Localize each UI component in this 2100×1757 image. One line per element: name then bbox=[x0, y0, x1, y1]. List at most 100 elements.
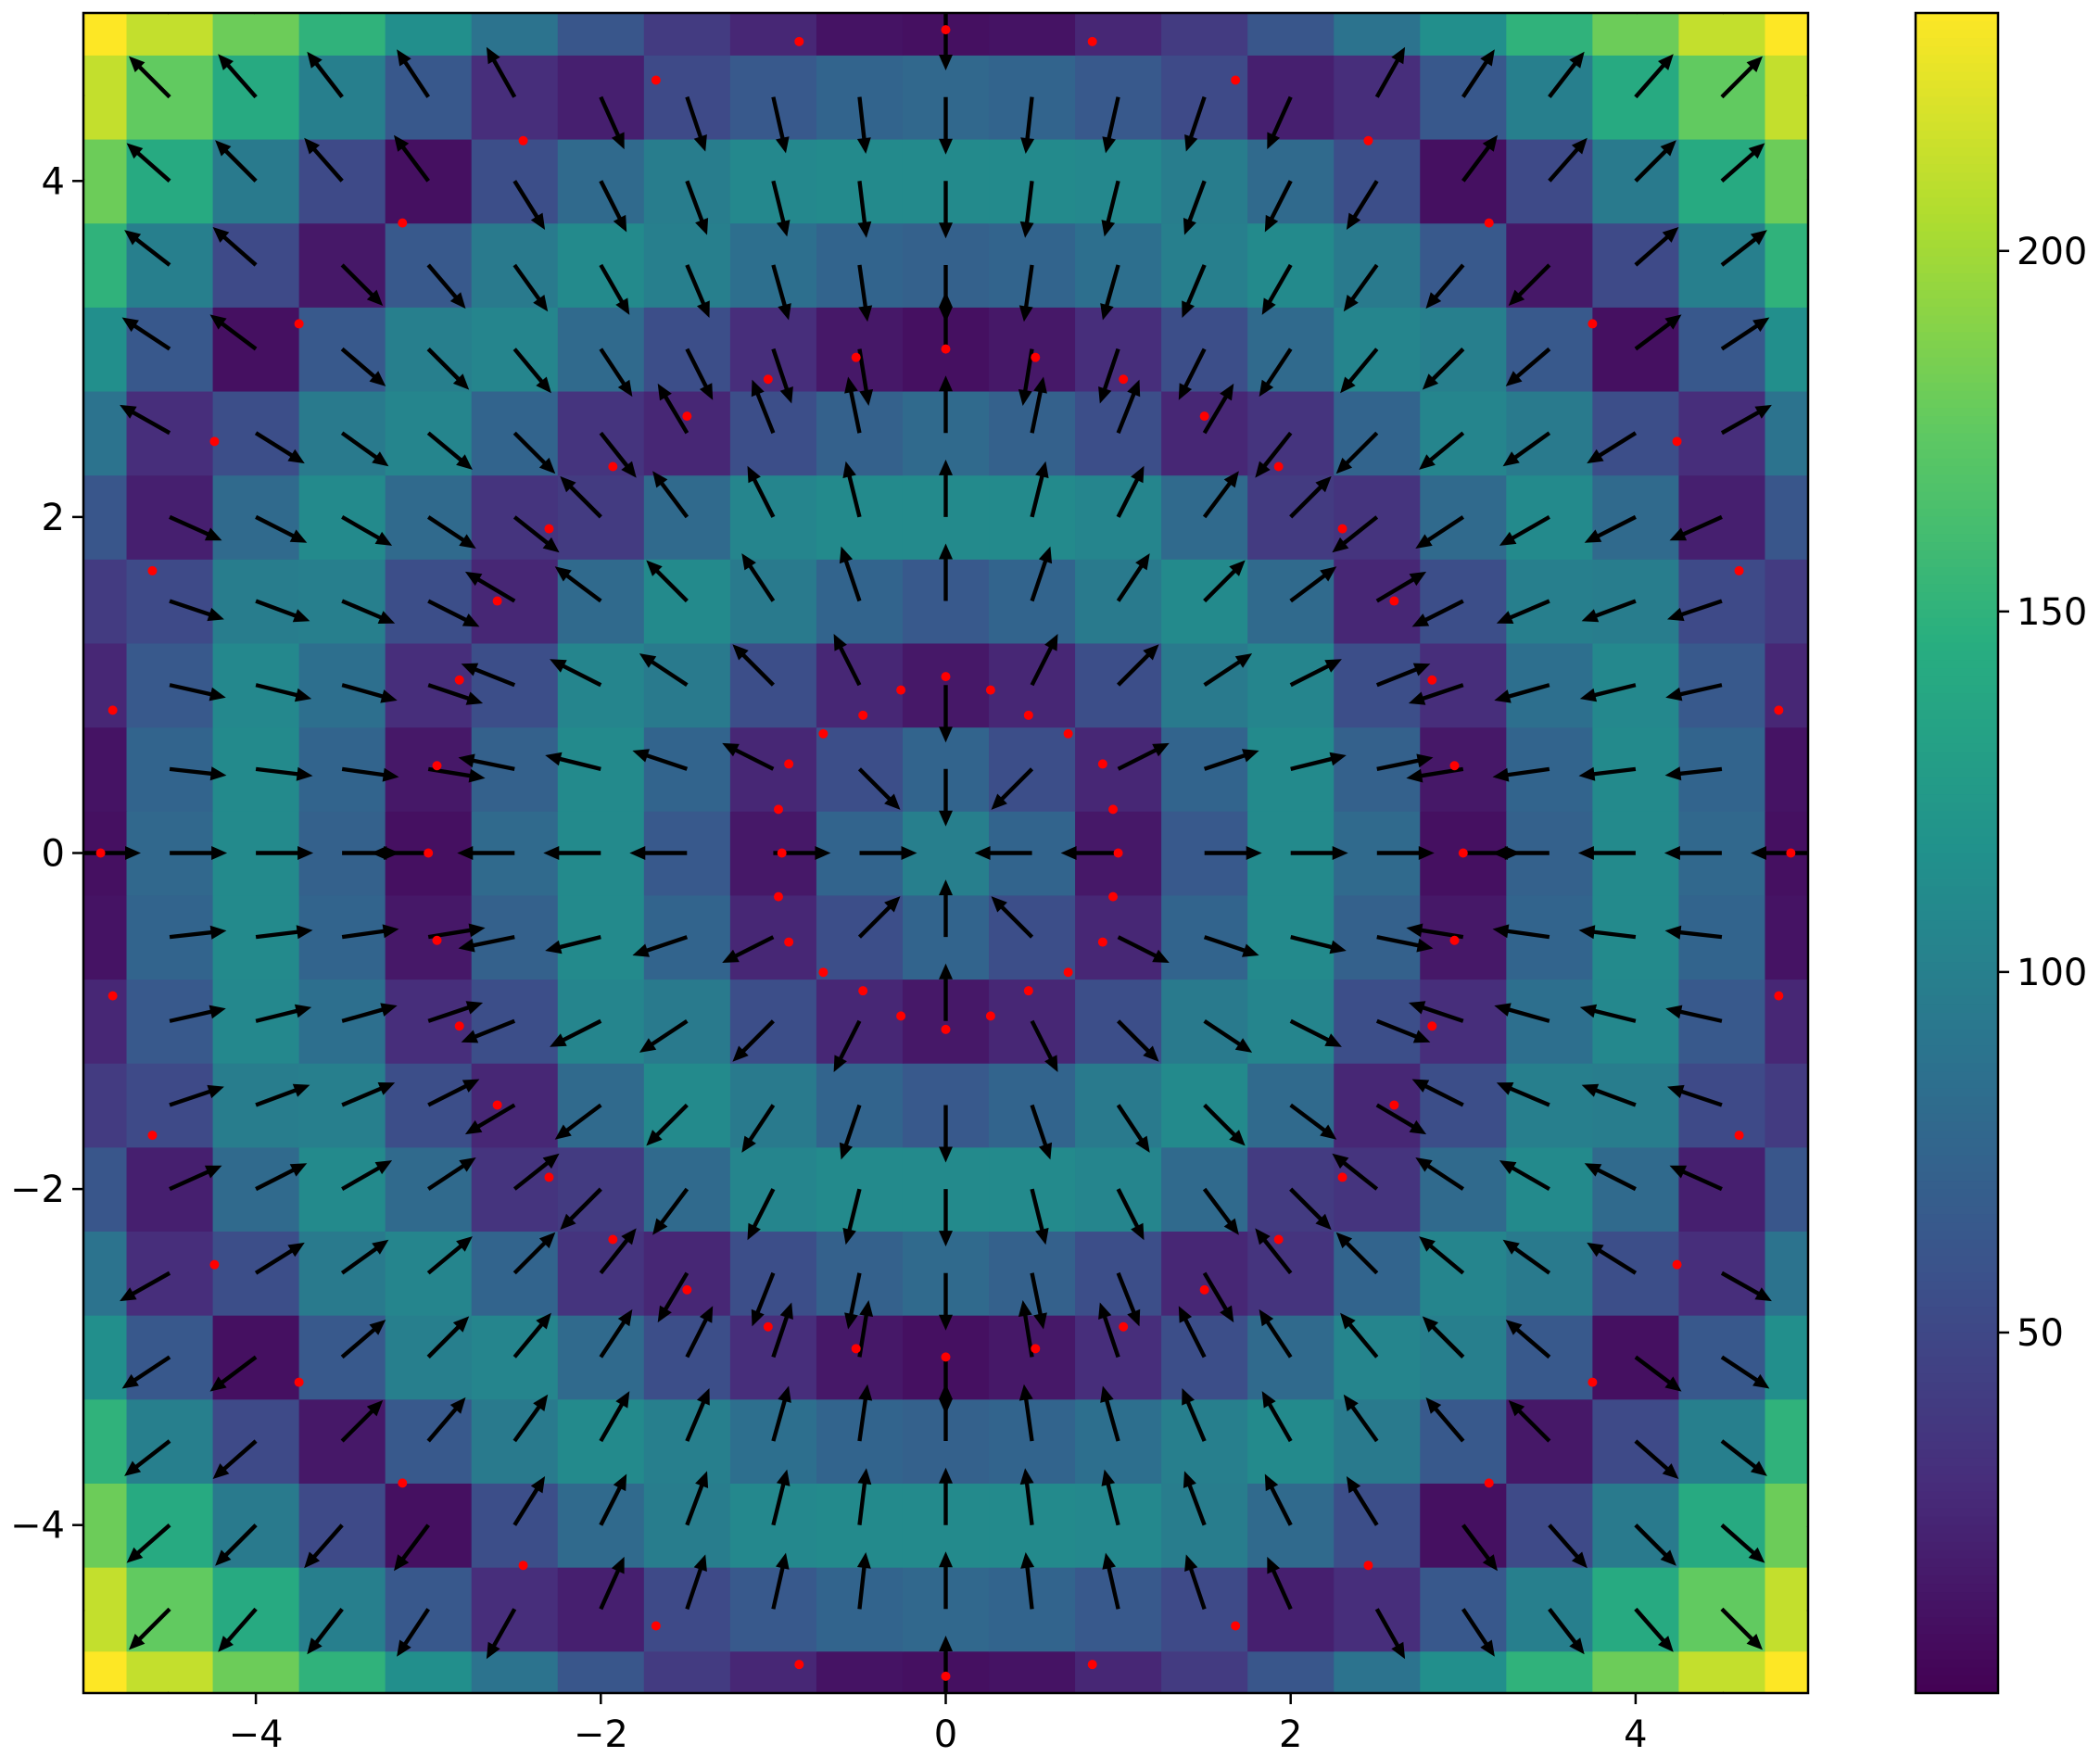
colorbar-slice bbox=[1916, 13, 1998, 22]
quiver-arrow bbox=[1806, 1691, 1849, 1734]
colorbar-slice bbox=[1916, 390, 1998, 400]
colorbar-slice bbox=[1916, 466, 1998, 476]
colorbar-slice bbox=[1916, 1020, 1998, 1030]
quiver-arrow bbox=[1406, 923, 1464, 940]
quiver-arrow bbox=[842, 461, 862, 518]
quiver-arrow bbox=[1664, 766, 1723, 781]
quiver-arrow bbox=[1549, 1691, 1552, 1693]
axes: −4 −2 0 2 4 −4 −2 0 2 4 bbox=[10, 11, 1810, 1756]
quiver-arrow bbox=[169, 1005, 226, 1023]
quiver-arrow bbox=[512, 1394, 549, 1443]
scatter-point bbox=[941, 1352, 951, 1362]
scatter-point bbox=[1774, 991, 1784, 1001]
quiver-arrow bbox=[1419, 1236, 1465, 1275]
heatmap-cell bbox=[471, 1398, 559, 1484]
quiver-arrow bbox=[1665, 1005, 1723, 1023]
heatmap-cell bbox=[1506, 1146, 1593, 1232]
quiver-arrow bbox=[632, 935, 689, 957]
heatmap-cell bbox=[298, 55, 386, 140]
quiver-arrow bbox=[747, 1188, 776, 1241]
heatmap-cell bbox=[1334, 1650, 1421, 1693]
quiver-arrow bbox=[512, 515, 560, 553]
scatter-point bbox=[1484, 1478, 1494, 1488]
colorbar-slice bbox=[1916, 592, 1998, 602]
heatmap-cell bbox=[1592, 1063, 1680, 1148]
scatter-point bbox=[1449, 935, 1460, 945]
heatmap-cell bbox=[816, 1650, 904, 1693]
scatter-point bbox=[1734, 1131, 1744, 1141]
colorbar-slice bbox=[1916, 348, 1998, 359]
quiver-arrow bbox=[685, 1471, 709, 1526]
heatmap-cell bbox=[557, 642, 645, 728]
colorbar-slice bbox=[1916, 869, 1998, 879]
heatmap-cell bbox=[989, 390, 1076, 476]
heatmap-cell bbox=[1334, 1398, 1421, 1484]
colorbar-slice bbox=[1916, 1617, 1998, 1627]
quiver-arrow bbox=[1117, 742, 1170, 771]
scatter-point bbox=[544, 1172, 554, 1182]
heatmap-cell bbox=[1420, 1231, 1507, 1316]
quiver-arrow bbox=[169, 766, 227, 781]
y-tick-label: 2 bbox=[42, 497, 65, 539]
quiver-arrow bbox=[341, 924, 399, 940]
colorbar-slice bbox=[1916, 113, 1998, 123]
heatmap-cell bbox=[1678, 894, 1766, 980]
heatmap-cell bbox=[1420, 1650, 1507, 1693]
heatmap-cell bbox=[471, 1315, 559, 1400]
heatmap-cell bbox=[1075, 559, 1162, 644]
quiver-arrow bbox=[652, 1187, 689, 1235]
heatmap-cell bbox=[1075, 474, 1162, 560]
quiver-arrow bbox=[1491, 846, 1550, 860]
quiver-arrow bbox=[599, 1473, 627, 1526]
quiver-arrow bbox=[457, 846, 515, 860]
quiver-arrow bbox=[773, 846, 831, 860]
quiver-arrow bbox=[1425, 1397, 1465, 1443]
heatmap-cell bbox=[1765, 1315, 1808, 1400]
quiver-arrow bbox=[1020, 96, 1035, 154]
quiver-arrow bbox=[1806, 347, 1808, 349]
quiver-arrow bbox=[1261, 263, 1293, 315]
heatmap-cell bbox=[1506, 1063, 1593, 1148]
scatter-point bbox=[544, 524, 554, 534]
quiver-arrow bbox=[1267, 95, 1293, 150]
quiver-arrow bbox=[83, 262, 85, 265]
quiver-arrow bbox=[685, 180, 709, 235]
quiver-arrow bbox=[464, 571, 516, 603]
quiver-arrow bbox=[771, 264, 791, 321]
quiver-arrow bbox=[307, 51, 344, 98]
quiver-arrow bbox=[1806, 1357, 1808, 1359]
heatmap-cell bbox=[83, 727, 128, 812]
quiver-arrow bbox=[426, 348, 470, 390]
colorbar-slice bbox=[1916, 1357, 1998, 1367]
quiver-arrow bbox=[543, 846, 601, 860]
heatmap-cell bbox=[1420, 1146, 1507, 1232]
quiver-arrow bbox=[1018, 264, 1034, 322]
scatter-point bbox=[454, 1021, 464, 1031]
heatmap-cell bbox=[1592, 390, 1680, 476]
colorbar-slice bbox=[1916, 71, 1998, 82]
colorbar-slice bbox=[1916, 710, 1998, 720]
quiver-arrow bbox=[255, 599, 310, 623]
quiver-arrow bbox=[1343, 1394, 1379, 1443]
scatter-point bbox=[1097, 759, 1107, 769]
scatter-point bbox=[858, 710, 868, 720]
quiver-arrow bbox=[685, 264, 710, 318]
quiver-arrow bbox=[83, 1357, 85, 1359]
quiver-arrow bbox=[1806, 1609, 1808, 1612]
scatter-point bbox=[818, 967, 829, 978]
quiver-arrow bbox=[83, 1105, 84, 1107]
scatter-point bbox=[1231, 75, 1241, 85]
heatmap-cell bbox=[1765, 307, 1808, 392]
quiver-arrow bbox=[512, 431, 556, 474]
heatmap-cell bbox=[729, 894, 817, 980]
quiver-arrow bbox=[426, 1316, 470, 1359]
scatter-point bbox=[454, 675, 464, 685]
quiver-arrow bbox=[1030, 634, 1058, 687]
scatter-point bbox=[518, 1561, 528, 1571]
quiver-arrow bbox=[464, 1103, 516, 1135]
scatter-point bbox=[398, 1478, 408, 1488]
quiver-arrow bbox=[340, 431, 389, 467]
colorbar-slice bbox=[1916, 1171, 1998, 1182]
quiver-arrow bbox=[599, 1308, 633, 1359]
quiver-arrow bbox=[1184, 1554, 1207, 1611]
